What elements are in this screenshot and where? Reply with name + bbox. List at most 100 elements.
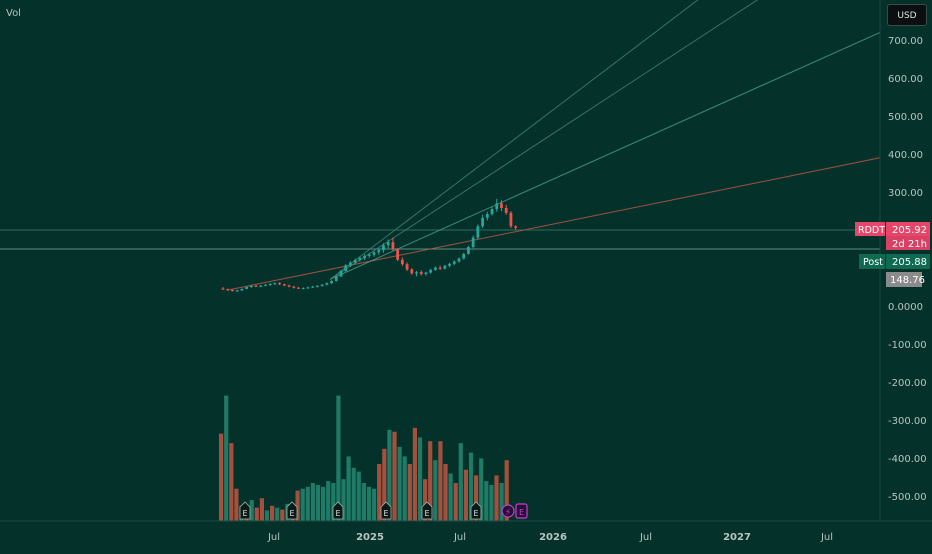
earnings-marker-letter: E: [383, 509, 388, 518]
volume-bar: [341, 479, 346, 521]
candle-body: [400, 259, 404, 265]
bar-countdown: 2d 21h: [892, 239, 927, 250]
trend-line: [227, 157, 881, 291]
x-tick: Jul: [820, 532, 833, 543]
candle-body: [448, 263, 451, 266]
candle-body: [245, 287, 248, 289]
candle-body: [282, 284, 286, 286]
y-tick: -400.00: [888, 454, 927, 465]
candle-body: [405, 264, 409, 270]
trend-line: [329, 0, 699, 280]
volume-bar: [392, 431, 397, 521]
post-price-value: 205.88: [892, 257, 927, 268]
volume-bar: [224, 395, 229, 521]
volume-bar: [412, 427, 417, 521]
candle-body: [481, 217, 484, 227]
earnings-markers: E E E E E E ⚡ E: [239, 501, 528, 520]
candle-body: [273, 283, 277, 285]
volume-bar: [310, 483, 315, 521]
reference-price-badge: 148.76: [886, 272, 925, 287]
y-tick: 0.0000: [888, 302, 923, 313]
post-label: Post: [863, 257, 883, 268]
earnings-marker: E: [421, 501, 433, 520]
x-tick: 2025: [356, 532, 384, 543]
time-axis[interactable]: Jul 2025 Jul 2026 Jul 2027 Jul: [267, 532, 833, 543]
volume-bar: [331, 483, 336, 521]
candle-body: [429, 269, 433, 273]
candle-body: [443, 265, 447, 269]
volume-bar: [234, 488, 239, 521]
upcoming-event-marker: ⚡: [501, 504, 515, 518]
volume-bar: [489, 484, 494, 521]
currency-button[interactable]: USD: [887, 4, 927, 26]
volume-bar: [264, 510, 270, 521]
symbol-label: RDDT: [858, 225, 885, 236]
candlesticks: [221, 198, 518, 292]
candle-body: [287, 285, 291, 287]
volume-bar: [305, 486, 310, 521]
candle-body: [301, 288, 305, 290]
candle-body: [367, 254, 371, 256]
volume-bar: [361, 483, 366, 521]
reference-price-value: 148.76: [890, 275, 925, 286]
volume-bar: [356, 471, 361, 521]
trend-line: [329, 0, 759, 280]
volume-bar: [315, 484, 321, 521]
candle-body: [358, 258, 362, 261]
trend-line: [329, 31, 881, 280]
candle-body: [476, 226, 480, 238]
trend-lines: [227, 0, 881, 291]
y-tick: -200.00: [888, 378, 927, 389]
volume-bar: [438, 441, 443, 521]
candle-body: [259, 285, 263, 287]
y-tick: 700.00: [888, 36, 923, 47]
y-tick: 600.00: [888, 74, 923, 85]
price-axis[interactable]: 700.00 600.00 500.00 400.00 300.00 0.000…: [888, 36, 927, 503]
candle-body: [391, 242, 395, 249]
candle-body: [278, 283, 282, 285]
earnings-marker-shape: [286, 501, 298, 520]
volume-indicator-label[interactable]: Vol: [6, 8, 21, 19]
earnings-marker-letter: E: [335, 509, 340, 518]
candle-body: [424, 272, 428, 275]
candle-body: [495, 203, 499, 210]
earnings-marker-shape: [239, 501, 251, 520]
volume-bar: [499, 483, 504, 521]
volume-bar: [397, 446, 402, 521]
candle-body: [377, 250, 381, 253]
volume-bar: [254, 507, 259, 521]
y-tick: -100.00: [888, 340, 927, 351]
volume-bar: [484, 481, 489, 521]
volume-bar: [433, 460, 438, 521]
candle-body: [325, 283, 329, 285]
candle-body: [382, 245, 385, 251]
earnings-marker: E: [470, 501, 482, 520]
volume-bar: [326, 481, 331, 521]
earnings-marker-letter: E: [289, 509, 294, 518]
earnings-marker-shape: [380, 501, 392, 520]
x-tick: Jul: [267, 532, 280, 543]
candle-body: [372, 252, 376, 255]
x-tick: Jul: [453, 532, 466, 543]
volume-bar: [295, 490, 300, 521]
volume-bar: [423, 479, 428, 521]
volume-bar: [336, 395, 341, 521]
volume-bar: [300, 488, 305, 521]
lightning-event-glyph: ⚡: [505, 508, 511, 518]
candle-body: [500, 203, 503, 208]
countdown-badge-bg: [886, 236, 930, 250]
volume-bar: [387, 429, 392, 521]
volume-bar: [321, 486, 326, 521]
earnings-marker: E: [286, 501, 298, 520]
candle-body: [485, 214, 489, 218]
volume-bar: [372, 488, 377, 521]
candle-body: [410, 269, 414, 274]
volume-bar: [458, 443, 463, 521]
y-tick: -500.00: [888, 492, 927, 503]
volume-bar: [474, 475, 479, 521]
volume-bar: [377, 464, 382, 521]
post-market-badge: Post 205.88: [859, 254, 930, 269]
volume-bar: [453, 483, 458, 521]
